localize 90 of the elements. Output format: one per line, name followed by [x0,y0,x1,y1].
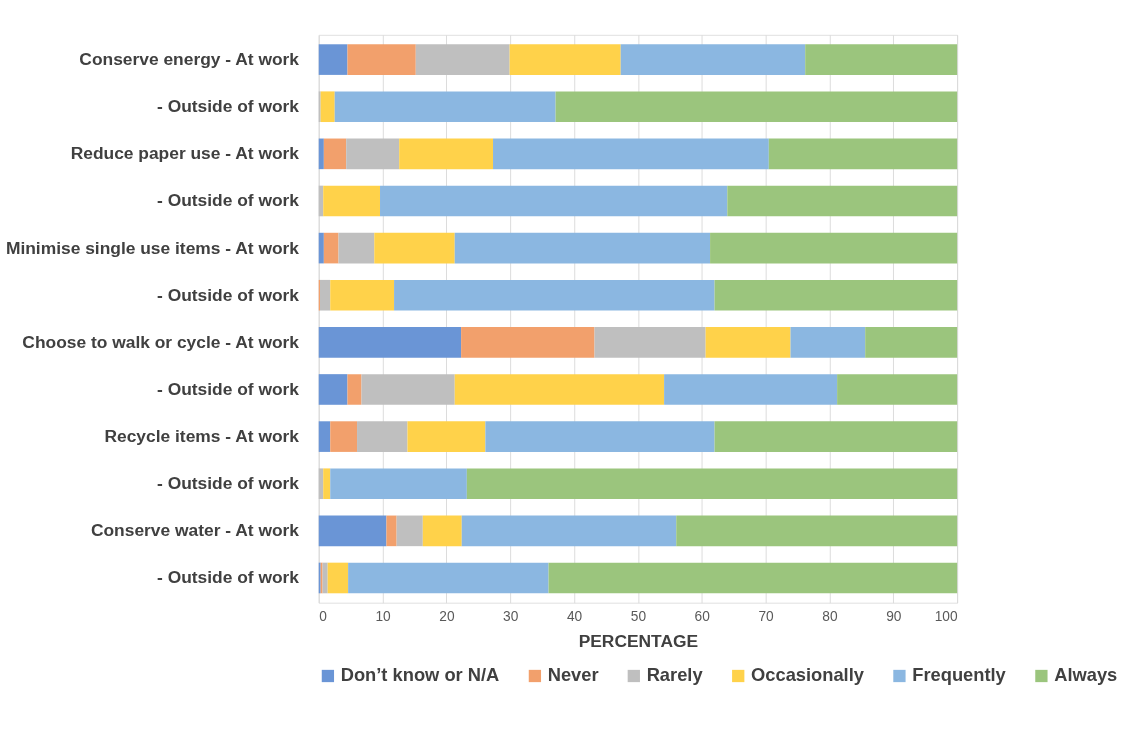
bar [422,515,462,547]
y-tick-label: Minimise single use items - At work [5,237,300,258]
bar [318,515,387,547]
bar [805,44,958,75]
bar [493,138,769,170]
bar [338,232,375,264]
bar [837,374,958,405]
bar [327,562,349,594]
bar [461,515,677,547]
bar [347,374,362,405]
y-tick-label: - Outside of work [157,473,300,494]
legend-label: Frequently [912,664,1007,686]
bar [714,421,958,452]
bar [790,327,866,358]
y-tick-label: Conserve energy - At work [79,49,300,70]
bar [454,232,711,264]
bar [509,44,621,75]
y-tick-label: Conserve water - At work [90,520,300,541]
bar [323,468,331,500]
bar [323,232,339,264]
x-tick-label: 20 [439,609,455,625]
bar [318,327,462,358]
bar [396,515,423,547]
bar [318,138,324,170]
bar [347,44,416,75]
bar [394,279,715,311]
bar [454,374,665,405]
y-tick-label: - Outside of work [157,96,300,117]
x-tick-label: 30 [503,609,519,625]
x-tick-label: 50 [630,609,647,625]
bar [386,515,397,547]
bar [399,138,494,170]
bar [348,562,549,594]
bar [710,232,958,264]
y-tick-label: - Outside of work [157,284,300,305]
bar [466,468,958,500]
bar [318,44,348,75]
bar [361,374,455,405]
x-tick-label: 70 [758,609,775,625]
bar [714,279,958,311]
bar [461,327,595,358]
x-axis-title: PERCENTAGE [578,631,699,652]
legend-label: Never [547,664,599,686]
x-tick-label: 80 [822,609,838,625]
bar [346,138,400,170]
legend-label: Occasionally [751,664,865,686]
bar [548,562,958,594]
y-tick-label: - Outside of work [157,378,300,399]
bar [318,421,331,452]
bar [407,421,486,452]
bar [727,185,958,217]
bar [318,232,324,264]
bar [318,468,324,500]
bar [323,138,347,170]
bar [594,327,706,358]
bar [357,421,408,452]
x-tick-label: 60 [694,609,711,625]
y-tick-label: - Outside of work [157,567,300,588]
y-tick-label: Reduce paper use - At work [70,143,300,164]
bar [676,515,958,547]
bar [330,279,395,311]
bar [323,185,381,217]
x-tick-label: 90 [886,609,902,625]
bar [865,327,958,358]
x-tick-label: 0 [319,609,328,625]
bar [330,421,358,452]
bar [620,44,806,75]
legend-label: Rarely [646,664,704,686]
x-tick-label: 40 [566,609,583,625]
bar [320,91,335,123]
bar [380,185,728,217]
bar [318,374,348,405]
bar [415,44,510,75]
y-tick-label: Choose to walk or cycle - At work [22,331,300,352]
y-tick-label: Recycle items - At work [104,426,300,447]
legend-label: Don’t know or N/A [340,664,500,686]
x-tick-label: 10 [375,609,392,625]
bar [555,91,958,123]
bar [334,91,556,123]
bar [485,421,715,452]
bar [330,468,467,500]
legend-label: Always [1054,664,1118,686]
bar [705,327,791,358]
x-tick-label: 100 [934,609,958,625]
bar [322,562,328,594]
bar [664,374,838,405]
bar [768,138,958,170]
bar [374,232,455,264]
bar [320,279,331,311]
y-tick-label: - Outside of work [157,190,300,211]
